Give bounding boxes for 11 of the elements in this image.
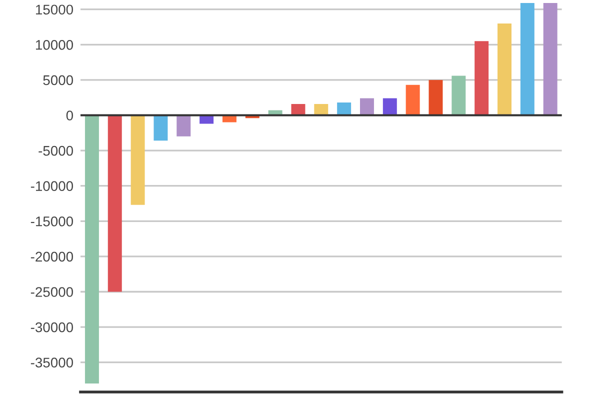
y-tick-label: -10000 bbox=[30, 181, 74, 192]
y-tick-label: -15000 bbox=[30, 216, 74, 226]
y-tick-label: -30000 bbox=[30, 322, 74, 332]
y-tick-label: 5000 bbox=[43, 75, 74, 86]
y-tick-label: 15000 bbox=[36, 4, 74, 15]
y-tick-label: 0 bbox=[66, 110, 74, 120]
y-tick-label: 10000 bbox=[36, 40, 74, 50]
y-tick-label: -20000 bbox=[30, 252, 74, 262]
y-tick-label: -5000 bbox=[38, 146, 74, 156]
y-tick-label: -25000 bbox=[30, 287, 74, 297]
y-tick-label: -35000 bbox=[30, 358, 74, 368]
